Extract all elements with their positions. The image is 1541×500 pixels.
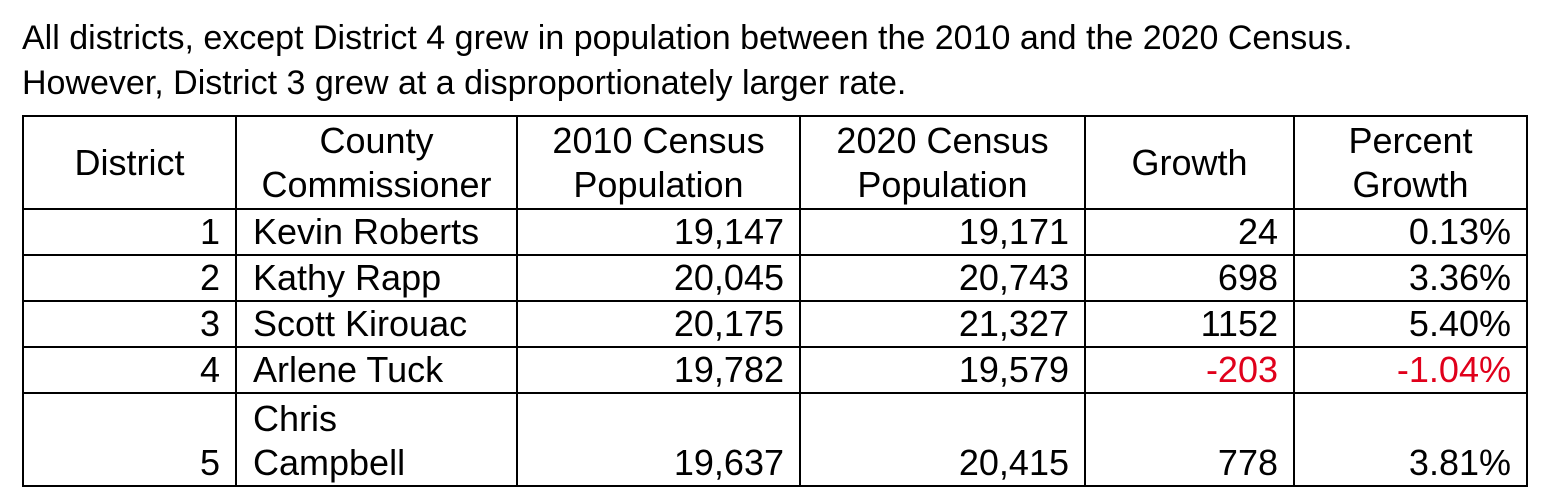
- cell-pop-2010: 20,045: [516, 254, 801, 302]
- cell-pop-2020: 19,579: [799, 346, 1086, 394]
- cell-district: 3: [22, 300, 237, 348]
- cell-commissioner: Kathy Rapp: [235, 254, 518, 302]
- intro-paragraph: All districts, except District 4 grew in…: [22, 16, 1353, 106]
- cell-pop-2010: 20,175: [516, 300, 801, 348]
- cell-pop-2020: 20,743: [799, 254, 1086, 302]
- cell-growth: 778: [1084, 392, 1295, 487]
- table-row: 1 Kevin Roberts 19,147 19,171 24 0.13%: [22, 208, 1528, 256]
- cell-percent-growth-negative: -1.04%: [1293, 346, 1528, 394]
- intro-line-1: All districts, except District 4 grew in…: [22, 19, 1353, 57]
- cell-growth-negative: -203: [1084, 346, 1295, 394]
- header-percent-growth: Percent Growth: [1293, 115, 1528, 210]
- cell-growth: 24: [1084, 208, 1295, 256]
- cell-district: 4: [22, 346, 237, 394]
- table-row: 3 Scott Kirouac 20,175 21,327 1152 5.40%: [22, 300, 1528, 348]
- cell-pop-2010: 19,782: [516, 346, 801, 394]
- table-row: 5 Chris Campbell 19,637 20,415 778 3.81%: [22, 392, 1528, 487]
- cell-percent-growth: 3.81%: [1293, 392, 1528, 487]
- cell-pop-2020: 21,327: [799, 300, 1086, 348]
- intro-line-2: However, District 3 grew at a disproport…: [22, 64, 907, 102]
- header-2020-population: 2020 Census Population: [799, 115, 1086, 210]
- table-row: 4 Arlene Tuck 19,782 19,579 -203 -1.04%: [22, 346, 1528, 394]
- cell-growth: 1152: [1084, 300, 1295, 348]
- cell-commissioner: Scott Kirouac: [235, 300, 518, 348]
- cell-commissioner: Chris Campbell: [235, 392, 518, 487]
- table-header-row: District County Commissioner 2010 Census…: [22, 115, 1528, 210]
- cell-pop-2020: 19,171: [799, 208, 1086, 256]
- cell-district: 5: [22, 392, 237, 487]
- header-district: District: [22, 115, 237, 210]
- census-population-table: District County Commissioner 2010 Census…: [22, 115, 1528, 487]
- header-county-commissioner: County Commissioner: [235, 115, 518, 210]
- cell-percent-growth: 5.40%: [1293, 300, 1528, 348]
- header-2010-population: 2010 Census Population: [516, 115, 801, 210]
- cell-pop-2010: 19,147: [516, 208, 801, 256]
- cell-pop-2010: 19,637: [516, 392, 801, 487]
- table-row: 2 Kathy Rapp 20,045 20,743 698 3.36%: [22, 254, 1528, 302]
- cell-commissioner: Kevin Roberts: [235, 208, 518, 256]
- header-growth: Growth: [1084, 115, 1295, 210]
- cell-growth: 698: [1084, 254, 1295, 302]
- cell-district: 2: [22, 254, 237, 302]
- cell-commissioner: Arlene Tuck: [235, 346, 518, 394]
- cell-percent-growth: 3.36%: [1293, 254, 1528, 302]
- cell-pop-2020: 20,415: [799, 392, 1086, 487]
- cell-district: 1: [22, 208, 237, 256]
- cell-percent-growth: 0.13%: [1293, 208, 1528, 256]
